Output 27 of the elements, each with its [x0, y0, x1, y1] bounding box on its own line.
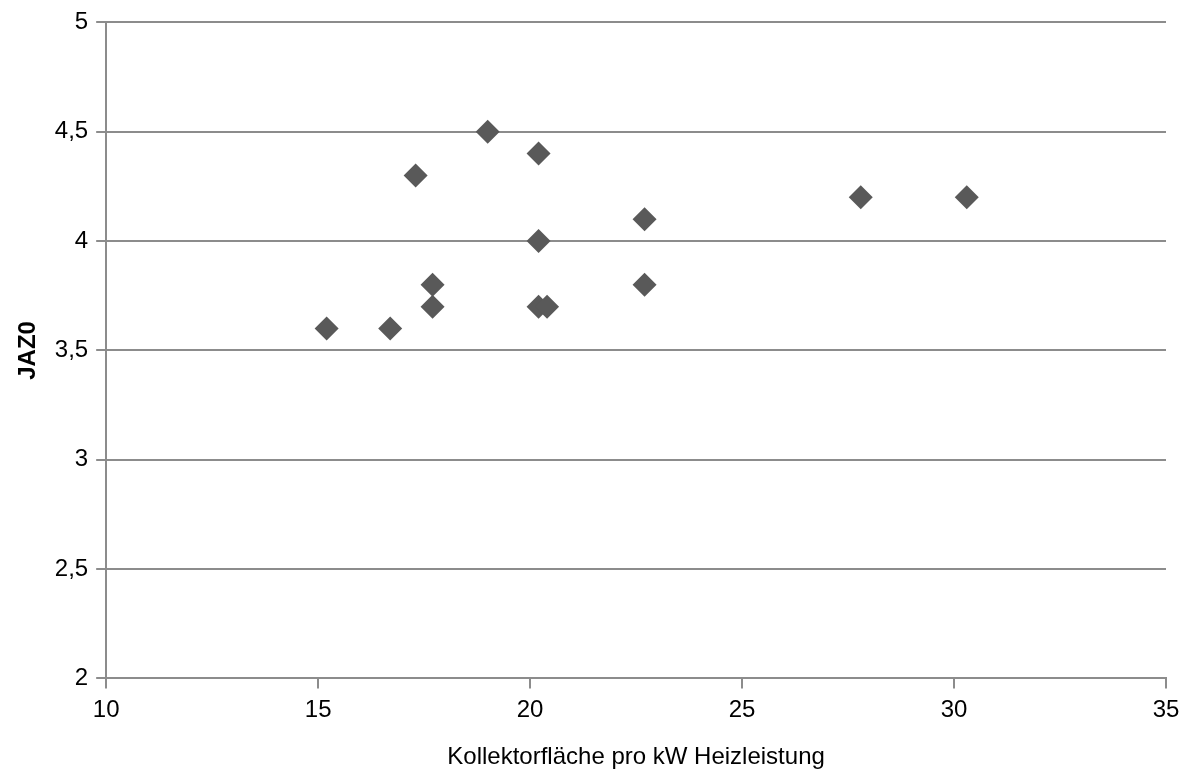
- x-tick-label: 15: [304, 695, 332, 723]
- y-tick-label: 2: [74, 663, 89, 691]
- y-axis-title: JAZ0: [13, 321, 41, 380]
- y-tick-label: 5: [74, 7, 89, 35]
- point: [848, 185, 873, 210]
- y-tick-label: 3: [74, 444, 89, 472]
- point: [632, 272, 657, 297]
- x-tick-label: 20: [516, 695, 544, 723]
- x-tick-label: 35: [1152, 695, 1180, 723]
- point: [403, 163, 428, 188]
- point: [632, 207, 657, 232]
- y-tick-label: 4: [74, 225, 89, 253]
- y-tick-label: 3,5: [54, 335, 89, 363]
- x-tick-label: 25: [728, 695, 756, 723]
- point: [314, 316, 339, 341]
- point: [378, 316, 403, 341]
- point: [475, 119, 500, 144]
- x-tick-label: 30: [940, 695, 968, 723]
- point: [420, 294, 445, 319]
- point: [954, 185, 979, 210]
- point: [526, 229, 551, 254]
- y-tick-label: 2,5: [54, 553, 89, 581]
- x-axis-title: Kollektorfläche pro kW Heizleistung: [447, 742, 825, 770]
- point: [420, 272, 445, 297]
- point: [526, 141, 551, 166]
- x-tick-label: 10: [92, 695, 120, 723]
- y-tick-label: 4,5: [54, 116, 89, 144]
